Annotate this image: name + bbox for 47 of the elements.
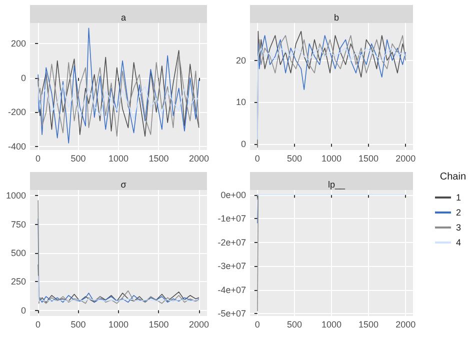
x-tick-label: 0: [254, 154, 260, 164]
x-tick-label: 500: [70, 320, 86, 330]
legend-label: 3: [456, 222, 462, 232]
x-tick-label: 1000: [108, 320, 129, 330]
x-tick-label: 1500: [148, 320, 169, 330]
y-tick-label: -5e+07: [218, 308, 246, 319]
y-tick-label: 500: [10, 248, 26, 258]
legend-label: 1: [456, 192, 462, 202]
y-tick-label: 0: [20, 72, 26, 83]
y-tick-label: 0: [240, 138, 246, 149]
x-tick-label: 1000: [321, 154, 342, 164]
x-tick-label: 500: [70, 154, 86, 164]
x-tick-label: 0: [254, 320, 260, 330]
y-tick-label: -400: [8, 142, 26, 152]
y-tick-label: -200: [8, 107, 26, 118]
chart-title: b: [334, 12, 340, 22]
x-tick-label: 1000: [321, 320, 342, 330]
x-tick-label: 500: [286, 320, 302, 330]
x-tick-label: 1500: [358, 320, 379, 330]
y-tick-label: 20: [236, 55, 246, 66]
y-tick-label: 0e+00: [220, 190, 246, 200]
y-tick-label: 200: [10, 38, 26, 49]
y-tick-label: -3e+07: [218, 261, 246, 272]
y-tick-label: 10: [236, 97, 246, 108]
y-tick-label: 250: [10, 276, 26, 287]
y-tick-label: -4e+07: [218, 284, 246, 295]
x-tick-label: 0: [36, 154, 41, 164]
chart-title: lp__: [328, 180, 346, 190]
chart-title: σ: [120, 180, 127, 190]
legend-label: 4: [456, 238, 462, 248]
x-tick-label: 2000: [188, 154, 209, 164]
x-tick-label: 2000: [396, 320, 416, 330]
x-tick-label: 1000: [108, 154, 129, 164]
y-tick-label: 1000: [6, 190, 26, 201]
x-tick-label: 1500: [148, 154, 169, 164]
legend-title: Chain: [440, 172, 466, 182]
x-tick-label: 0: [36, 320, 41, 330]
x-tick-label: 500: [286, 154, 302, 164]
x-tick-label: 2000: [396, 154, 416, 164]
y-tick-label: 750: [10, 219, 26, 230]
x-tick-label: 2000: [188, 320, 209, 330]
chart-title: a: [120, 12, 126, 22]
y-tick-label: -1e+07: [218, 214, 246, 224]
x-tick-label: 1500: [358, 154, 379, 164]
y-tick-label: 0: [20, 305, 26, 316]
y-tick-label: -2e+07: [218, 237, 246, 248]
legend-label: 2: [456, 208, 462, 218]
